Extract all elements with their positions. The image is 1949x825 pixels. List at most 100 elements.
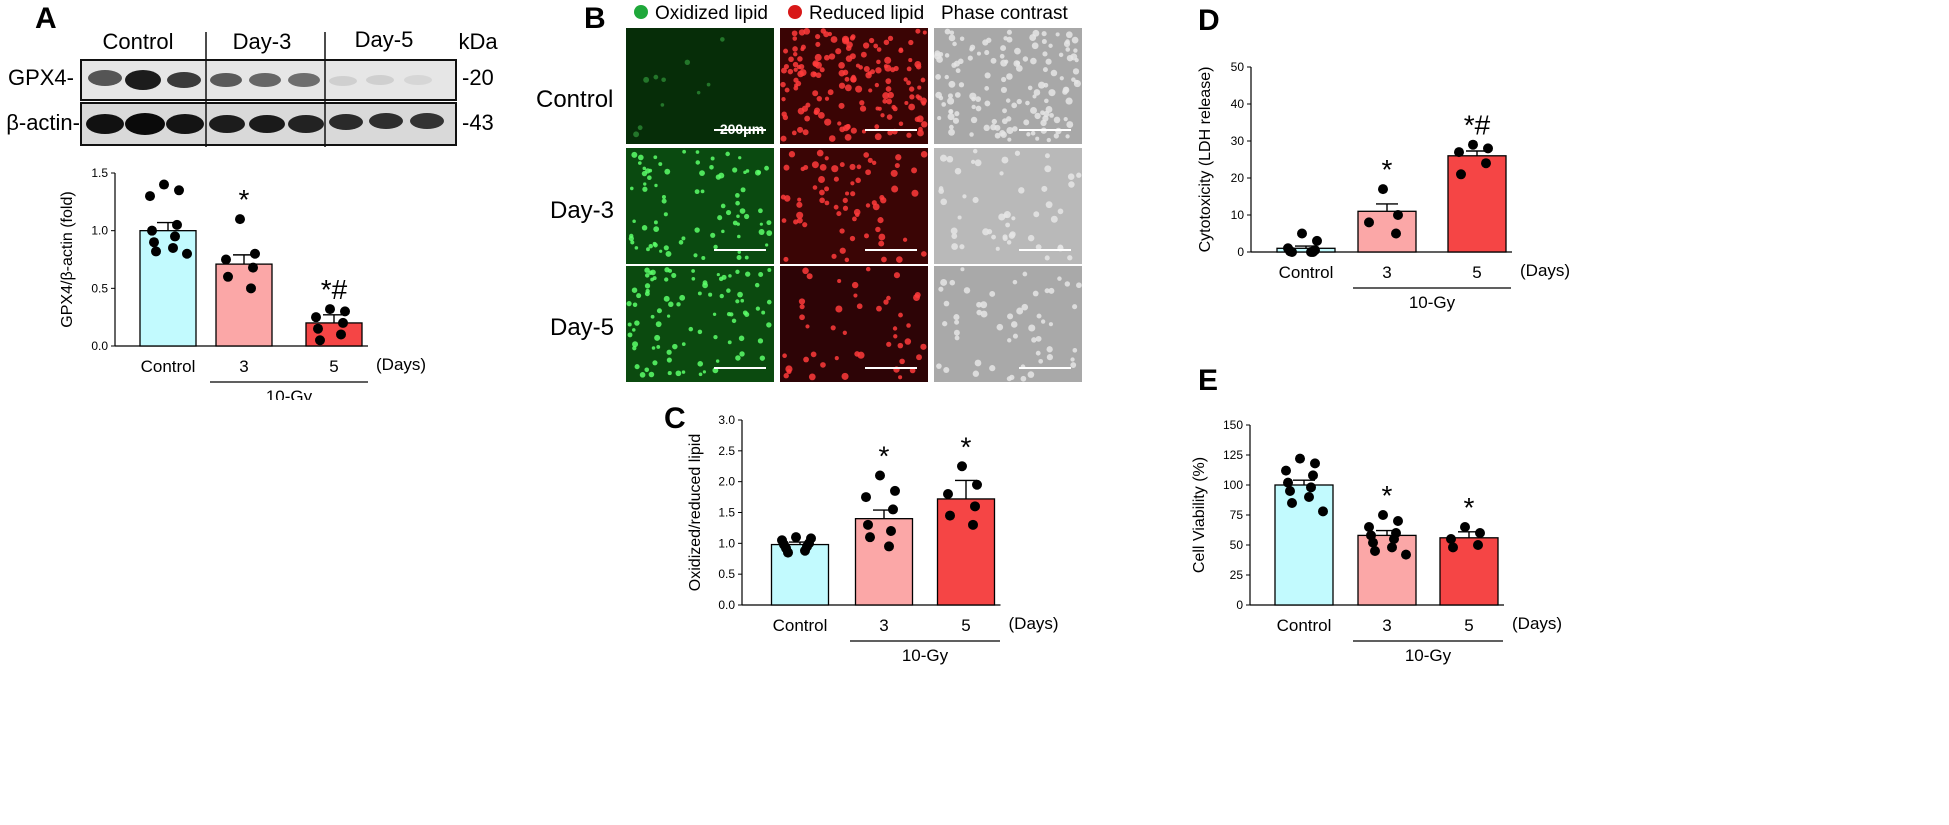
cell-dot [984,72,991,79]
cell-dot [648,168,653,173]
cell-dot [643,76,650,83]
cell-dot [735,200,740,206]
y-tick-label: 10 [1231,208,1245,222]
cell-dot [838,102,845,109]
cell-dot [696,90,701,95]
cell-dot [1038,358,1044,364]
cell-dot [1057,276,1062,281]
cell-dot [839,228,845,234]
micrograph-tile [626,28,774,144]
cell-dot [980,310,988,318]
data-point [248,262,258,273]
cell-dot [1022,56,1029,62]
cell-dot [877,217,884,224]
cell-dot [1076,172,1082,178]
cell-dot [998,213,1006,221]
panel-a-svg: A Control Day-3 Day-5 kDa GPX4- β-actin-… [6,2,498,406]
data-point [174,185,184,196]
cell-dot [1030,106,1037,114]
cell-dot [1021,303,1029,311]
data-point [1448,542,1458,553]
cell-dot [658,162,663,167]
cell-dot [1065,31,1073,39]
cell-dot [675,370,682,377]
data-point [170,231,180,242]
cell-dot [735,193,740,198]
cell-dot [852,216,857,222]
data-point [145,191,155,202]
cell-dot [630,240,635,245]
cell-dot [819,189,825,196]
cell-dot [650,269,656,276]
cell-dot [855,177,861,184]
cell-dot [917,129,924,137]
cell-dot [688,326,694,332]
cell-dot [1002,234,1008,240]
cell-dot [701,255,706,260]
cell-dot [882,92,890,100]
cell-dot [663,295,670,302]
cell-dot [1004,59,1009,64]
cell-dot [737,291,743,298]
cell-dot [757,338,764,344]
cell-dot [661,195,666,200]
cell-dot [845,55,853,62]
cell-dot [799,314,805,321]
cell-dot [796,201,803,208]
cell-dot [651,346,656,350]
y-tick-label: 1.0 [91,224,108,238]
blot-label-gpx4: GPX4- [8,65,74,90]
cell-dot [886,341,892,347]
cell-dot [697,361,704,367]
cell-dot [759,222,763,226]
western-blot-actin [80,102,457,146]
cell-dot [887,91,894,99]
cell-dot [954,319,960,325]
cell-dot [782,114,789,121]
cell-dot [850,127,857,134]
cell-dot [796,211,804,219]
cell-dot [666,349,672,355]
cell-dot [916,354,922,361]
cell-dot [824,54,830,61]
cell-dot [898,312,903,318]
cell-dot [1076,282,1082,289]
cell-dot [818,176,825,183]
cell-dot [815,34,821,40]
cell-dot [972,370,980,377]
cell-dot [862,42,870,49]
cell-dot [782,353,787,359]
y-tick-label: 1.5 [718,506,735,520]
cell-dot [819,67,825,73]
cell-dot [1042,51,1048,57]
cell-dot [1070,357,1075,362]
data-point [791,532,801,543]
cell-dot [963,287,971,294]
cell-dot [664,168,671,175]
cell-dot [644,267,650,273]
cell-dot [876,305,882,312]
cell-dot [652,360,658,366]
panel-e-svg: E 0 25 50 75 100 125 150 Cell Viability (%) Cont… [1191,364,1562,665]
panel-e: E 0 25 50 75 100 125 150 Cell Viability (%) Cont… [1180,360,1600,700]
cell-dot [653,74,659,80]
cell-dot [870,69,876,75]
cell-dot [1044,255,1050,261]
cell-dot [799,304,805,310]
cell-dot [802,267,809,275]
cell-dot [953,314,960,321]
cell-dot [878,233,886,241]
cell-dot [908,103,916,111]
cell-dot [954,92,961,98]
cell-dot [1014,150,1021,156]
cell-dot [921,101,926,106]
cell-dot [874,82,880,88]
cell-dot [1048,89,1056,97]
blot-unit-header: kDa [458,29,498,54]
cell-dot [896,256,903,263]
data-point [1387,542,1397,553]
cell-dot [672,343,678,350]
cell-dot [1010,321,1018,328]
cell-dot [793,51,798,57]
data-point [1283,477,1293,488]
